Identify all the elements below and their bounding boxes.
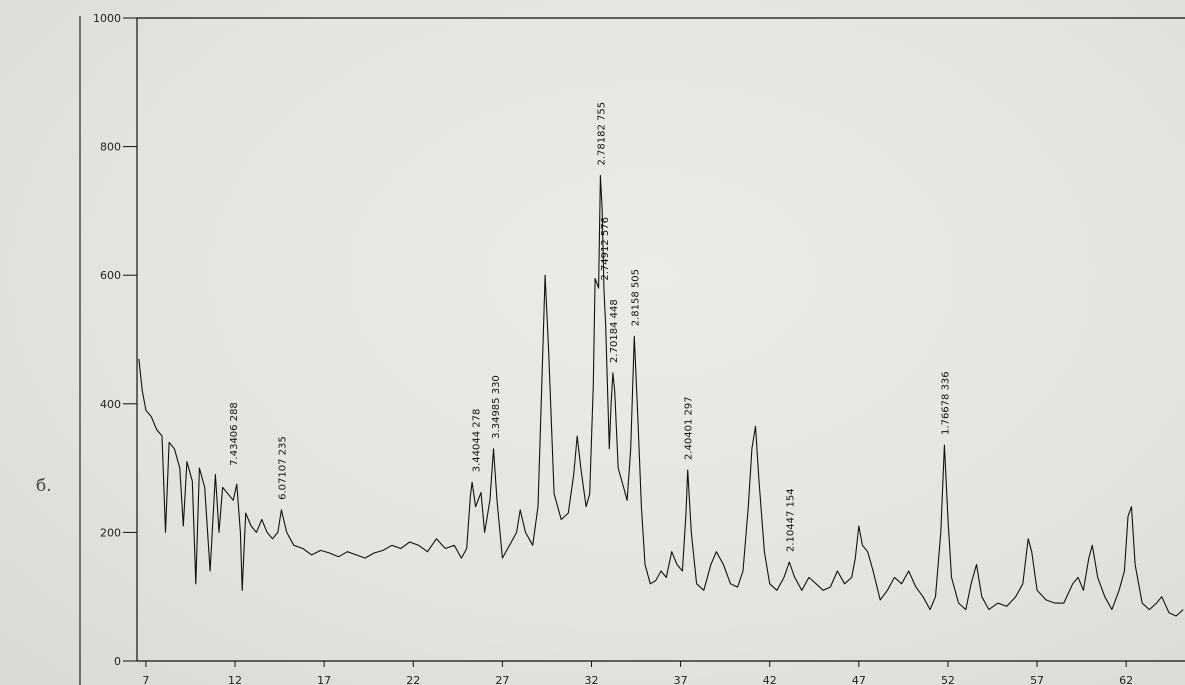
- x-tick-label: 22: [406, 674, 420, 685]
- y-tick-label: 800: [100, 141, 121, 154]
- peak-label: 6.07107 235: [277, 436, 288, 500]
- chart-axes: [79, 16, 1185, 685]
- peak-label: 1.76678 336: [940, 371, 951, 435]
- x-tick-label: 42: [763, 674, 777, 685]
- peak-label: 7.43406 288: [229, 402, 240, 466]
- x-tick-label: 37: [674, 674, 688, 685]
- plot-area: [138, 174, 1184, 617]
- x-tick-label: 7: [142, 674, 149, 685]
- peak-label: 2.74912 576: [600, 217, 611, 281]
- peak-label: 3.44044 278: [472, 409, 483, 473]
- y-tick-label: 400: [100, 398, 121, 411]
- x-tick-label: 27: [495, 674, 509, 685]
- y-tick-label: 600: [100, 269, 121, 282]
- x-tick-label: 32: [584, 674, 598, 685]
- x-tick-label: 47: [852, 674, 866, 685]
- peak-label: 2.40401 297: [684, 396, 695, 460]
- x-axis-ticks: 7 12 17 22 27 32 37 42 47 52 57 62: [142, 661, 1133, 685]
- y-axis-ticks: 0 200 400 600 800 1000: [93, 12, 137, 668]
- y-tick-label: 200: [100, 526, 121, 539]
- peak-labels: 7.43406 288 6.07107 235 3.44044 278 3.34985…: [229, 102, 951, 552]
- figure-label: б.: [36, 476, 52, 496]
- x-tick-label: 52: [941, 674, 955, 685]
- x-tick-label: 62: [1119, 674, 1133, 685]
- peak-label: 2.8158 505: [630, 269, 641, 326]
- diffraction-trace: [138, 174, 1184, 617]
- x-tick-label: 57: [1030, 674, 1044, 685]
- peak-label: 2.78182 755: [596, 102, 607, 166]
- y-tick-label: 0: [114, 655, 121, 668]
- x-tick-label: 17: [317, 674, 331, 685]
- x-tick-label: 12: [228, 674, 242, 685]
- peak-label: 2.70184 448: [609, 299, 620, 363]
- y-tick-label: 1000: [93, 12, 121, 25]
- peak-label: 3.34985 330: [491, 375, 502, 439]
- peak-label: 2.10447 154: [785, 488, 796, 552]
